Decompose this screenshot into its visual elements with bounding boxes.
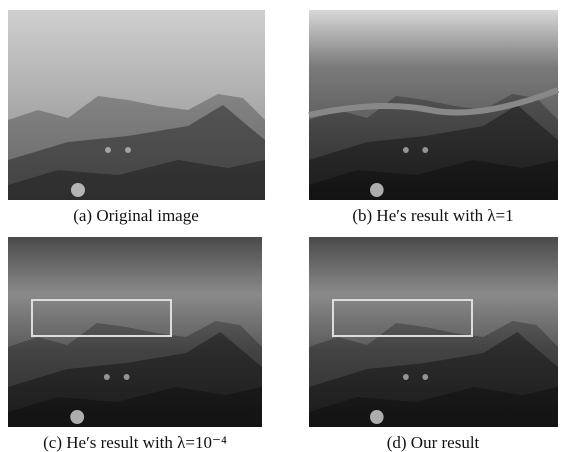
panel-c: (c) He′s result with λ=10⁻⁴ (8, 237, 262, 452)
panel-d: (d) Our result (309, 237, 558, 452)
caption: (d) Our result (387, 433, 480, 452)
caption: (a) Original image (73, 206, 199, 225)
caption: (b) He′s result with λ=1 (352, 206, 513, 225)
caption: (c) He′s result with λ=10⁻⁴ (43, 433, 227, 452)
figure: (a) Original image (b) He′s result with … (0, 0, 562, 452)
panel-a: (a) Original image (8, 10, 265, 225)
panel-b: (b) He′s result with λ=1 (309, 10, 558, 225)
